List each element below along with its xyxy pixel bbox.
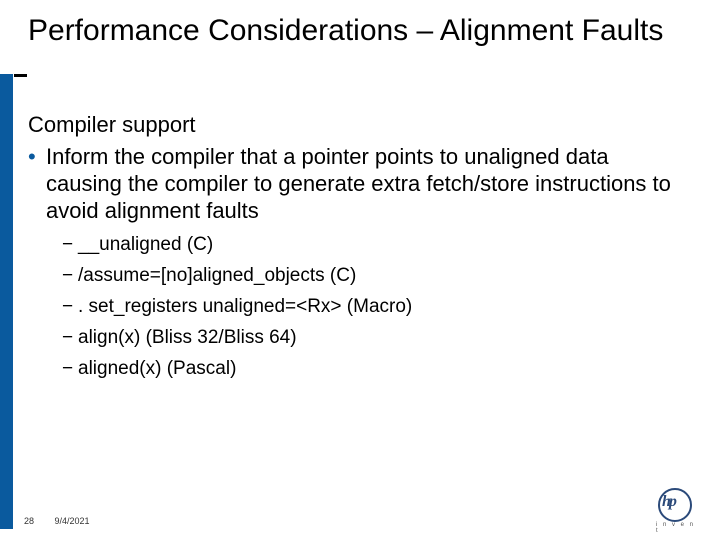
slide-footer: 28 9/4/2021 <box>24 516 90 526</box>
slide: Performance Considerations – Alignment F… <box>0 0 720 540</box>
sub-bullet-list: − __unaligned (C) − /assume=[no]aligned_… <box>62 234 688 379</box>
hp-logo: hp i n v e n t <box>654 486 702 530</box>
logo-text: hp <box>662 493 675 511</box>
slide-title: Performance Considerations – Alignment F… <box>28 14 688 49</box>
dash-icon: − <box>62 327 78 349</box>
sub-bullet-text: . set_registers unaligned=<Rx> (Macro) <box>78 296 412 318</box>
sub-bullet: − /assume=[no]aligned_objects (C) <box>62 265 688 287</box>
sub-bullet-text: __unaligned (C) <box>78 234 213 256</box>
dash-icon: − <box>62 265 78 287</box>
bullet-text: Inform the compiler that a pointer point… <box>46 144 688 224</box>
page-number: 28 <box>24 516 34 526</box>
footer-date: 9/4/2021 <box>55 516 90 526</box>
sub-bullet-text: align(x) (Bliss 32/Bliss 64) <box>78 327 297 349</box>
subtitle: Compiler support <box>28 112 688 138</box>
sub-bullet: − __unaligned (C) <box>62 234 688 256</box>
dash-icon: − <box>62 296 78 318</box>
accent-left-bar <box>0 74 13 529</box>
sub-bullet: − aligned(x) (Pascal) <box>62 358 688 380</box>
bullet-level-1: • Inform the compiler that a pointer poi… <box>28 144 688 224</box>
title-tick-mark <box>14 74 27 77</box>
slide-body: Compiler support • Inform the compiler t… <box>28 112 688 389</box>
sub-bullet-text: aligned(x) (Pascal) <box>78 358 236 380</box>
logo-tagline: i n v e n t <box>656 522 702 534</box>
sub-bullet: − align(x) (Bliss 32/Bliss 64) <box>62 327 688 349</box>
dash-icon: − <box>62 358 78 380</box>
bullet-dot-icon: • <box>28 144 46 224</box>
sub-bullet: − . set_registers unaligned=<Rx> (Macro) <box>62 296 688 318</box>
sub-bullet-text: /assume=[no]aligned_objects (C) <box>78 265 356 287</box>
dash-icon: − <box>62 234 78 256</box>
